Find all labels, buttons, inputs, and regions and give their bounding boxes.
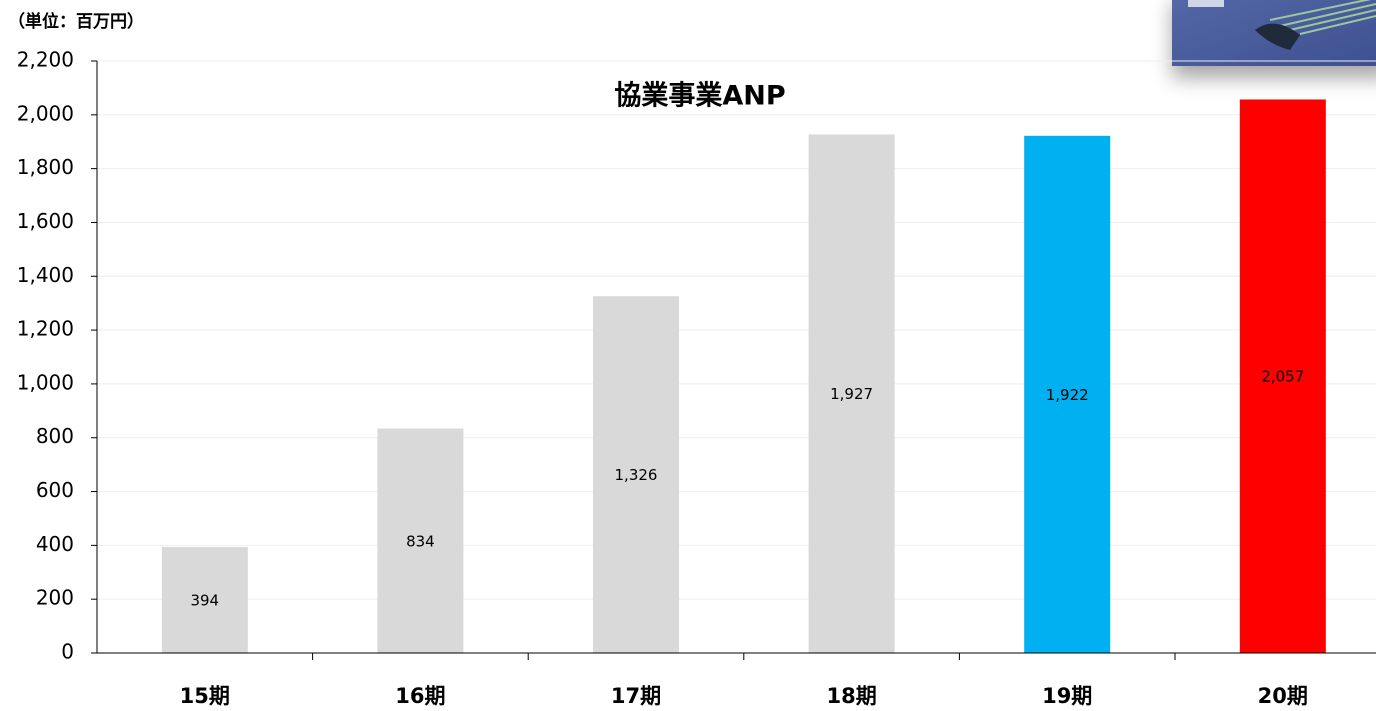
value-label: 1,922 [1046, 386, 1089, 404]
bar [593, 296, 679, 653]
y-tick-label: 1,200 [17, 317, 74, 341]
y-tick-label: 200 [36, 586, 74, 610]
y-tick-label: 2,000 [17, 101, 74, 125]
y-tick-label: 600 [36, 478, 74, 502]
corner-photo [1172, 0, 1376, 66]
bar [808, 134, 895, 654]
bar [1239, 99, 1326, 654]
y-tick-label: 400 [36, 532, 74, 556]
y-tick-label: 800 [36, 424, 74, 448]
bar [161, 546, 248, 653]
y-tick-label: 1,000 [17, 370, 74, 394]
x-tick-label: 16期 [395, 684, 445, 708]
x-tick-label: 20期 [1258, 684, 1308, 708]
value-label: 394 [190, 591, 219, 609]
value-label: 1,326 [615, 466, 658, 484]
value-label: 2,057 [1261, 368, 1304, 386]
y-tick-label: 2,200 [17, 48, 74, 72]
y-tick-label: 0 [61, 640, 74, 664]
value-label: 1,927 [830, 385, 873, 403]
y-tick-label: 1,600 [17, 209, 74, 233]
y-tick-label: 1,400 [17, 263, 74, 287]
x-tick-label: 17期 [611, 684, 661, 708]
unit-label: （単位：百万円） [8, 11, 144, 32]
value-label: 834 [406, 532, 435, 550]
x-tick-label: 19期 [1042, 684, 1092, 708]
x-tick-label: 15期 [180, 684, 230, 708]
y-tick-label: 1,800 [17, 155, 74, 179]
bar [377, 428, 464, 653]
x-tick-label: 18期 [826, 684, 876, 708]
bar [1024, 135, 1111, 654]
chart-title: 協業事業ANP [614, 81, 785, 112]
